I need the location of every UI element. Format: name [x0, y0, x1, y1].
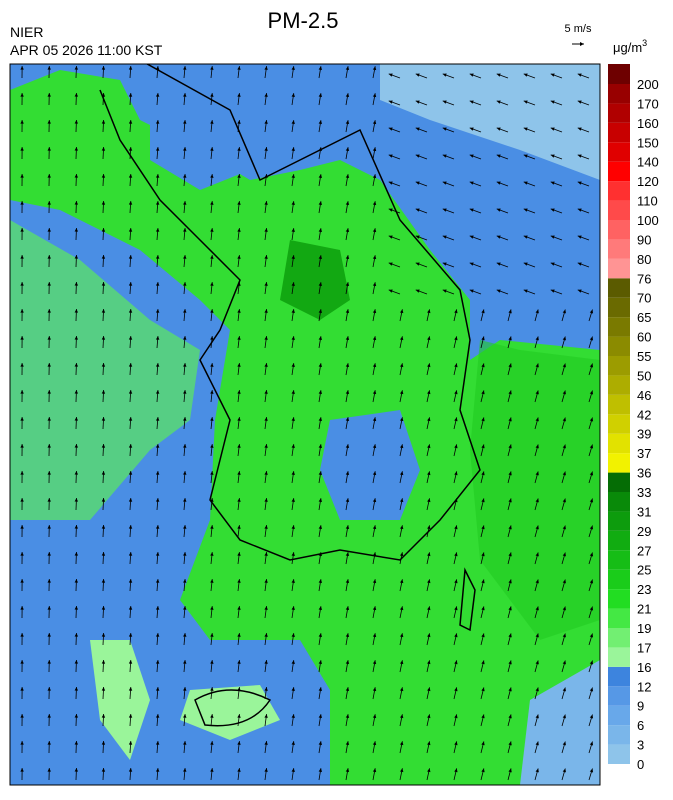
color-bin [608, 278, 630, 297]
level-label: 12 [637, 679, 651, 694]
color-bin [608, 550, 630, 569]
level-label: 170 [637, 96, 659, 111]
agency: NIER [10, 24, 43, 40]
level-label: 42 [637, 407, 651, 422]
level-label: 160 [637, 116, 659, 131]
level-label: 21 [637, 602, 651, 617]
level-label: 19 [637, 621, 651, 636]
level-label: 16 [637, 660, 651, 675]
color-bin [608, 103, 630, 122]
level-label: 31 [637, 504, 651, 519]
level-label: 100 [637, 213, 659, 228]
color-bin [608, 84, 630, 103]
color-bin [608, 220, 630, 239]
color-bin [608, 337, 630, 356]
level-label: 70 [637, 291, 651, 306]
wind-scale: 5 m/s [565, 23, 592, 35]
level-label: 90 [637, 232, 651, 247]
color-bin [608, 725, 630, 744]
title: PM-2.5 [268, 8, 339, 33]
color-bin [608, 686, 630, 705]
level-label: 27 [637, 543, 651, 558]
level-label: 36 [637, 466, 651, 481]
color-bin [608, 492, 630, 511]
color-bin [608, 745, 630, 764]
level-label: 39 [637, 427, 651, 442]
level-label: 29 [637, 524, 651, 539]
map [10, 60, 600, 785]
datetime: APR 05 2026 11:00 KST [10, 42, 163, 58]
color-bin [608, 531, 630, 550]
level-label: 140 [637, 155, 659, 170]
color-bin [608, 239, 630, 258]
color-bin [608, 375, 630, 394]
color-bin [608, 453, 630, 472]
level-label: 55 [637, 349, 651, 364]
level-label: 110 [637, 194, 658, 209]
color-bin [608, 589, 630, 608]
level-label: 46 [637, 388, 651, 403]
level-label: 37 [637, 446, 651, 461]
level-label: 33 [637, 485, 651, 500]
color-bin [608, 259, 630, 278]
color-bin [608, 414, 630, 433]
level-label: 0 [637, 757, 644, 772]
color-bin [608, 142, 630, 161]
color-bin [608, 201, 630, 220]
level-label: 3 [637, 738, 644, 753]
color-bin [608, 434, 630, 453]
color-bin [608, 647, 630, 666]
inland-blue [320, 410, 420, 520]
level-label: 17 [637, 640, 651, 655]
color-bin [608, 609, 630, 628]
unit-exponent: 3 [642, 38, 647, 48]
color-bin [608, 395, 630, 414]
level-label: 9 [637, 699, 644, 714]
level-label: 23 [637, 582, 651, 597]
colorbar: 0369121617192123252729313336373942465055… [608, 64, 659, 772]
level-label: 50 [637, 368, 651, 383]
wind-scale-arrowhead [580, 42, 584, 46]
level-label: 25 [637, 563, 651, 578]
level-label: 120 [637, 174, 659, 189]
color-bin [608, 667, 630, 686]
color-bin [608, 706, 630, 725]
color-bin [608, 511, 630, 530]
unit: μg/m3 [613, 38, 647, 55]
color-bin [608, 317, 630, 336]
color-bin [608, 298, 630, 317]
level-label: 80 [637, 252, 651, 267]
color-bin [608, 473, 630, 492]
level-label: 150 [637, 135, 659, 150]
color-bin [608, 628, 630, 647]
color-bin [608, 570, 630, 589]
unit-base: μg/m [613, 40, 642, 55]
level-label: 200 [637, 77, 659, 92]
level-label: 60 [637, 330, 651, 345]
color-bin [608, 64, 630, 84]
color-bin [608, 181, 630, 200]
level-label: 76 [637, 271, 651, 286]
level-label: 6 [637, 718, 644, 733]
color-bin [608, 356, 630, 375]
color-bin [608, 162, 630, 181]
level-label: 65 [637, 310, 651, 325]
color-bin [608, 123, 630, 142]
